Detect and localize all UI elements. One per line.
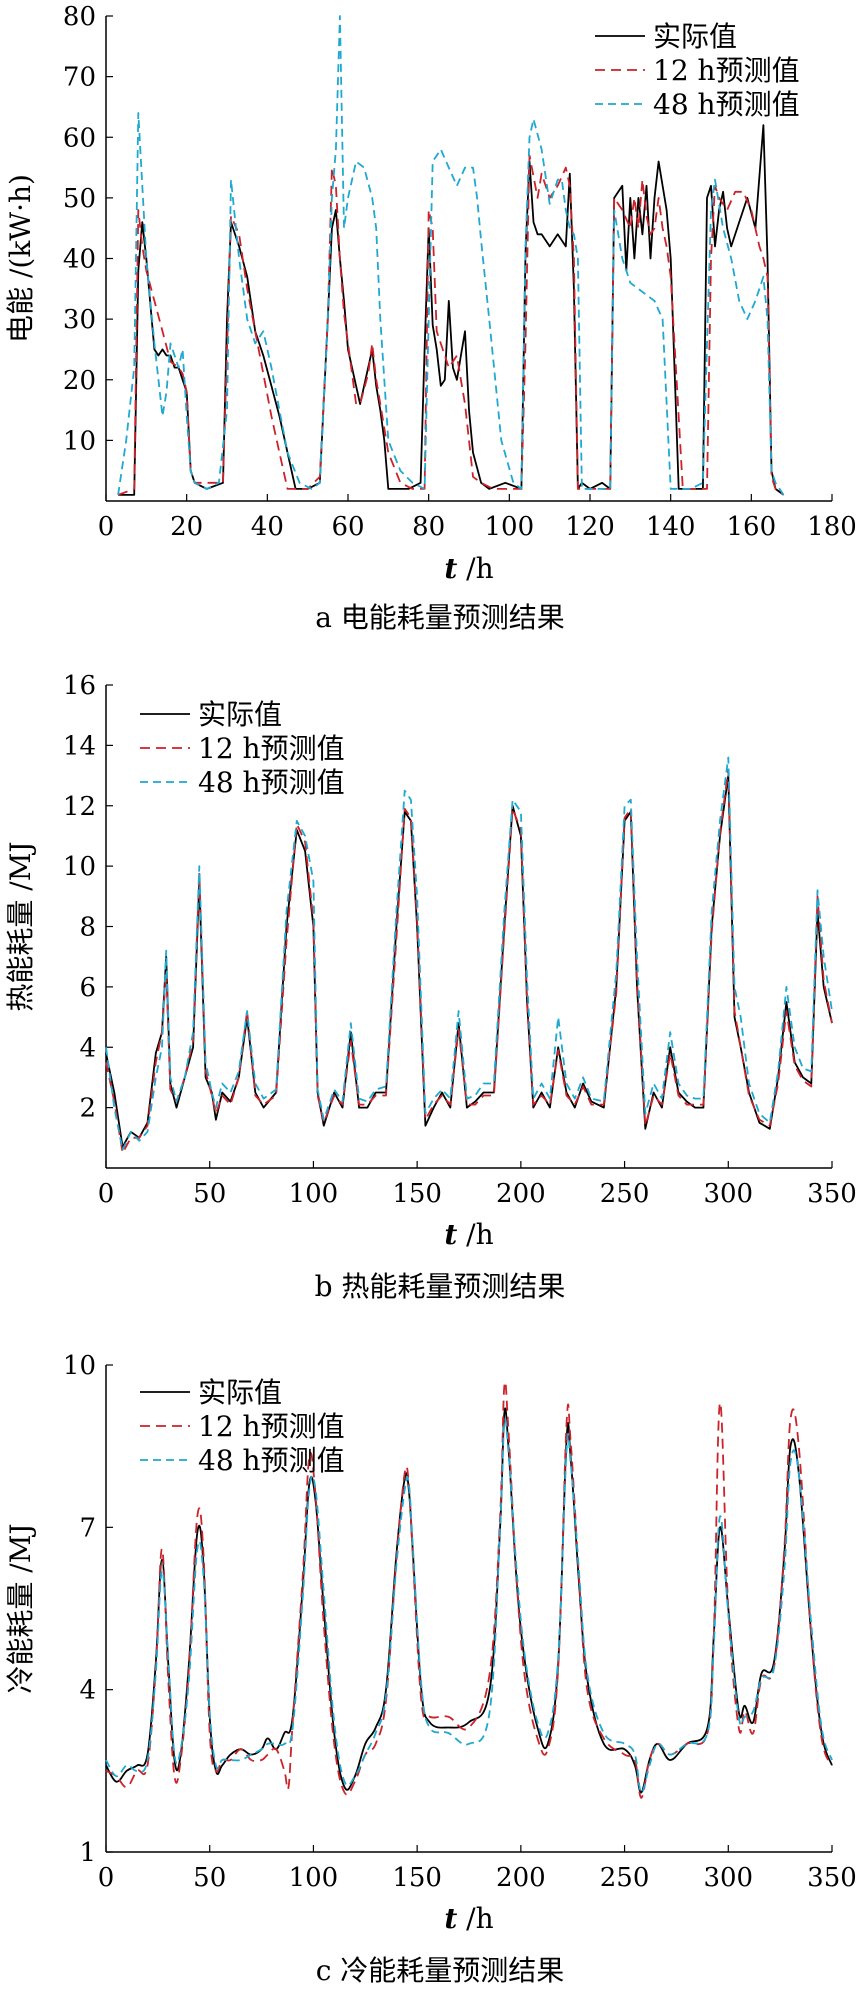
legend-label-pred12: 12 h预测值 (653, 54, 800, 87)
x-tick-label: 60 (331, 512, 364, 542)
series-line-pred12 (105, 768, 833, 1154)
panel-caption: b 热能耗量预测结果 (315, 1270, 566, 1303)
y-axis-label: 电能 /(kW·h) (4, 174, 37, 343)
series-line-pred12 (105, 1380, 833, 1799)
panel-caption: c 冷能耗量预测结果 (316, 1954, 565, 1987)
y-tick-label: 16 (63, 671, 96, 701)
y-tick-label: 14 (63, 731, 96, 761)
y-tick-label: 1 (79, 1838, 96, 1868)
x-tick-label: 150 (392, 1179, 442, 1209)
y-tick-label: 4 (79, 1676, 96, 1706)
x-tick-label: 0 (98, 512, 115, 542)
y-axis-label: 冷能耗量 /MJ (4, 1523, 37, 1693)
x-axis-label-var: t (444, 1902, 457, 1935)
legend-label-pred12: 12 h预测值 (198, 1410, 345, 1443)
x-axis-label: t /h (444, 1902, 493, 1935)
y-tick-label: 12 (63, 792, 96, 822)
series-line-actual (118, 124, 785, 496)
x-tick-label: 150 (392, 1863, 442, 1893)
legend-label-pred12: 12 h预测值 (198, 732, 345, 765)
y-tick-label: 8 (79, 913, 96, 943)
legend-label-actual: 实际值 (198, 698, 282, 731)
x-tick-label: 120 (565, 512, 615, 542)
x-tick-label: 250 (600, 1863, 650, 1893)
y-tick-label: 50 (63, 184, 96, 214)
y-axis-label: 热能耗量 /MJ (4, 841, 37, 1011)
y-tick-label: 2 (79, 1094, 96, 1124)
x-axis-label-var: t (444, 552, 457, 585)
y-tick-label: 40 (63, 245, 96, 275)
x-tick-label: 250 (600, 1179, 650, 1209)
y-tick-label: 30 (63, 305, 96, 335)
x-tick-label: 50 (193, 1179, 226, 1209)
x-axis-label-var: t (444, 1218, 457, 1251)
y-tick-label: 70 (63, 63, 96, 93)
x-axis-label-unit: /h (457, 1902, 493, 1935)
x-tick-label: 140 (646, 512, 696, 542)
y-tick-label: 20 (63, 366, 96, 396)
x-tick-label: 350 (807, 1863, 857, 1893)
x-tick-label: 300 (703, 1863, 753, 1893)
panel-caption: a 电能耗量预测结果 (315, 601, 565, 634)
y-tick-label: 10 (63, 1351, 96, 1381)
legend-label-pred48: 48 h预测值 (198, 1444, 345, 1477)
x-axis-label: t /h (444, 1218, 493, 1251)
legend-label-actual: 实际值 (653, 20, 737, 53)
y-tick-label: 80 (63, 2, 96, 32)
legend-label-pred48: 48 h预测值 (198, 766, 345, 799)
y-tick-label: 4 (79, 1033, 96, 1063)
y-tick-label: 6 (79, 973, 96, 1003)
y-tick-label: 7 (79, 1513, 96, 1543)
x-axis-label-unit: /h (457, 1218, 493, 1251)
legend-label-actual: 实际值 (198, 1376, 282, 1409)
x-tick-label: 300 (703, 1179, 753, 1209)
series-line-pred48 (117, 15, 785, 496)
series-line-actual (105, 774, 833, 1148)
x-tick-label: 200 (496, 1179, 546, 1209)
x-tick-label: 0 (98, 1179, 115, 1209)
x-axis-label-unit: /h (457, 552, 493, 585)
legend-label-pred48: 48 h预测值 (653, 88, 800, 121)
series-line-pred48 (105, 1418, 833, 1794)
x-tick-label: 100 (485, 512, 535, 542)
x-tick-label: 180 (807, 512, 857, 542)
x-tick-label: 50 (193, 1863, 226, 1893)
x-tick-label: 100 (289, 1179, 339, 1209)
x-tick-label: 0 (98, 1863, 115, 1893)
y-tick-label: 10 (63, 426, 96, 456)
x-tick-label: 40 (251, 512, 284, 542)
series-line-pred48 (105, 756, 833, 1151)
x-tick-label: 80 (412, 512, 445, 542)
x-tick-label: 160 (727, 512, 777, 542)
x-tick-label: 350 (807, 1179, 857, 1209)
y-tick-label: 10 (63, 852, 96, 882)
x-tick-label: 200 (496, 1863, 546, 1893)
x-tick-label: 20 (170, 512, 203, 542)
x-axis-label: t /h (444, 552, 493, 585)
chart-panel-0: 0 20 40 60 80 100 120 140 160 180 10 20 30 40 50 60 70 80… (4, 2, 857, 634)
y-tick-label: 60 (63, 123, 96, 153)
x-tick-label: 100 (289, 1863, 339, 1893)
